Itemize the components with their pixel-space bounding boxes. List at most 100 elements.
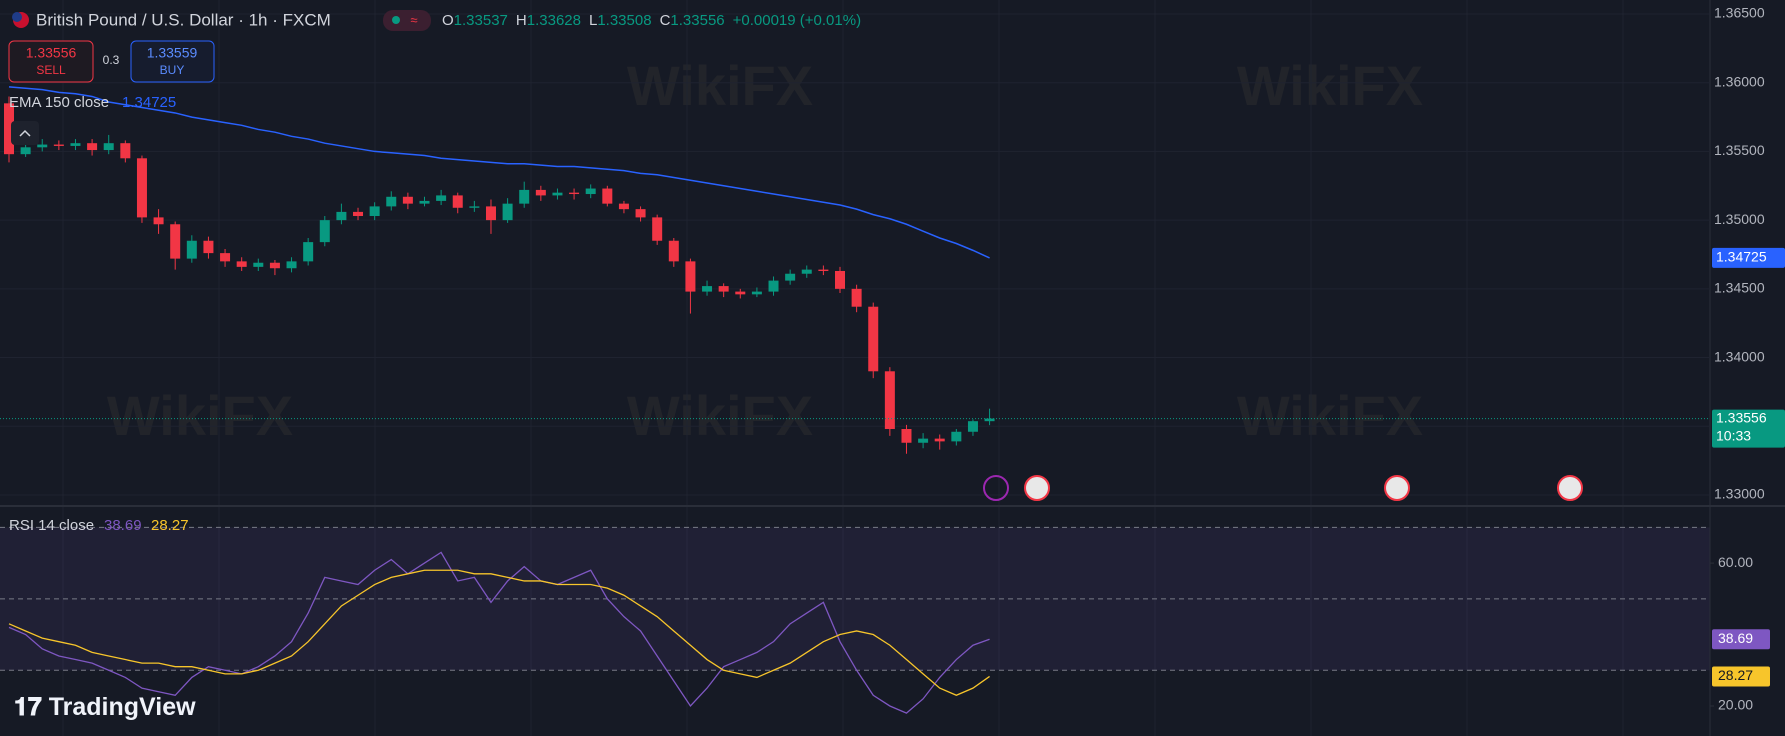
ohlc-label: O bbox=[442, 12, 454, 29]
event-icon[interactable] bbox=[1557, 475, 1583, 501]
candle-body bbox=[20, 147, 31, 155]
event-icon[interactable] bbox=[1384, 475, 1410, 501]
candle-body bbox=[801, 269, 812, 274]
candle-body bbox=[303, 242, 314, 262]
candle-body bbox=[768, 280, 779, 292]
candle-body bbox=[236, 261, 247, 267]
candle-body bbox=[652, 217, 663, 241]
ema-legend-value: 1.34725 bbox=[122, 94, 176, 111]
brand-logo: 𝟏𝟕 TradingView bbox=[14, 693, 196, 721]
candle-body bbox=[136, 158, 147, 218]
candle-body bbox=[186, 240, 197, 259]
candle-body bbox=[53, 144, 64, 146]
candle-body bbox=[967, 421, 978, 432]
candle-body bbox=[336, 211, 347, 221]
candle-body bbox=[951, 431, 962, 442]
candle-body bbox=[87, 143, 98, 151]
candle-body bbox=[835, 270, 845, 289]
collapse-icon bbox=[19, 129, 31, 137]
candle-body bbox=[153, 217, 164, 225]
rsi-legend-value: 38.69 bbox=[104, 517, 142, 534]
sell-button[interactable] bbox=[8, 40, 94, 83]
candle-body bbox=[735, 291, 746, 295]
status-icon: ≈ bbox=[410, 12, 417, 27]
candle-body bbox=[519, 189, 530, 204]
sell-price: 1.33556 bbox=[26, 45, 77, 61]
candle-body bbox=[868, 306, 879, 372]
y-tick-label: 1.36000 bbox=[1714, 73, 1765, 89]
ohlc-value: 1.33556 bbox=[670, 12, 724, 29]
candle-body bbox=[585, 188, 596, 195]
rsi-line bbox=[8, 569, 990, 696]
candle-body bbox=[436, 195, 447, 201]
ohlc-label: L bbox=[589, 12, 597, 29]
candle-body bbox=[702, 286, 713, 292]
candle-body bbox=[569, 192, 580, 195]
candle-body bbox=[602, 188, 613, 204]
candle-body bbox=[635, 209, 646, 218]
candle-body bbox=[552, 192, 563, 196]
watermark: WikiFX bbox=[1237, 54, 1423, 117]
buy-label: BUY bbox=[160, 63, 185, 77]
candle-body bbox=[934, 438, 945, 442]
rsi-ma-legend-value: 28.27 bbox=[151, 517, 189, 534]
candle-body bbox=[70, 143, 81, 146]
rsi-line bbox=[8, 551, 990, 714]
candle-body bbox=[851, 288, 862, 307]
candle-body bbox=[220, 253, 231, 262]
buy-button[interactable] bbox=[130, 40, 215, 83]
ohlc-value: 1.33537 bbox=[454, 12, 508, 29]
candle-body bbox=[668, 240, 679, 262]
candle-body bbox=[319, 220, 330, 243]
brand-name: TradingView bbox=[49, 693, 196, 721]
watermark: WikiFX bbox=[1237, 384, 1423, 447]
y-tick-label: 1.34500 bbox=[1714, 280, 1765, 296]
candle-body bbox=[918, 438, 929, 443]
candle-body bbox=[751, 291, 762, 295]
watermark: WikiFX bbox=[107, 384, 293, 447]
event-icon[interactable] bbox=[983, 475, 1009, 501]
countdown: 10:33 bbox=[1716, 427, 1751, 443]
price-badge bbox=[1712, 409, 1785, 448]
ohlc-value: 1.33508 bbox=[597, 12, 651, 29]
candle-body bbox=[253, 262, 264, 267]
y-tick-label: 1.35000 bbox=[1714, 211, 1765, 227]
candle-body bbox=[37, 144, 48, 148]
symbol-icon bbox=[12, 12, 22, 22]
spread: 0.3 bbox=[103, 53, 120, 67]
status-pill[interactable] bbox=[383, 10, 431, 31]
y-tick-label: 20.00 bbox=[1718, 697, 1753, 713]
value-badge-label: 28.27 bbox=[1718, 667, 1753, 683]
candle-body bbox=[884, 371, 895, 430]
candle-body bbox=[535, 189, 546, 196]
price-badge-label: 1.34725 bbox=[1716, 249, 1767, 265]
candle-body bbox=[386, 196, 397, 207]
candle-body bbox=[269, 262, 280, 269]
candle-body bbox=[502, 203, 513, 221]
candle-body bbox=[618, 203, 629, 210]
watermark: WikiFX bbox=[627, 384, 813, 447]
candle-body bbox=[685, 261, 696, 292]
candle-body bbox=[718, 286, 729, 292]
event-icon[interactable] bbox=[1024, 475, 1050, 501]
candle-body bbox=[369, 206, 380, 217]
candle-body bbox=[452, 195, 463, 208]
value-badge-label: 38.69 bbox=[1718, 630, 1753, 646]
ohlc-label: C bbox=[660, 12, 671, 29]
sell-label: SELL bbox=[36, 63, 66, 77]
ohlc-value: 1.33628 bbox=[527, 12, 581, 29]
candle-body bbox=[120, 143, 131, 159]
price-badge bbox=[1712, 247, 1785, 268]
candle-body bbox=[286, 261, 297, 269]
rsi-legend: RSI 14 close bbox=[9, 517, 94, 534]
y-tick-label: 60.00 bbox=[1718, 554, 1753, 570]
candle-body bbox=[402, 196, 413, 204]
y-tick-label: 1.35500 bbox=[1714, 142, 1765, 158]
collapse-button[interactable] bbox=[11, 121, 39, 145]
candle-body bbox=[4, 103, 14, 155]
y-tick-label: 1.34000 bbox=[1714, 348, 1765, 364]
candle-body bbox=[818, 269, 829, 271]
brand-icon: 𝟏𝟕 bbox=[14, 693, 49, 721]
